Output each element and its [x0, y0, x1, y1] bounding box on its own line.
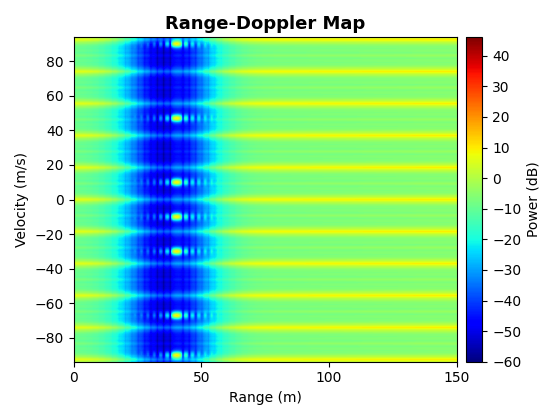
- Y-axis label: Velocity (m/s): Velocity (m/s): [15, 152, 29, 247]
- X-axis label: Range (m): Range (m): [229, 391, 302, 405]
- Title: Range-Doppler Map: Range-Doppler Map: [165, 15, 365, 33]
- Y-axis label: Power (dB): Power (dB): [527, 162, 541, 237]
